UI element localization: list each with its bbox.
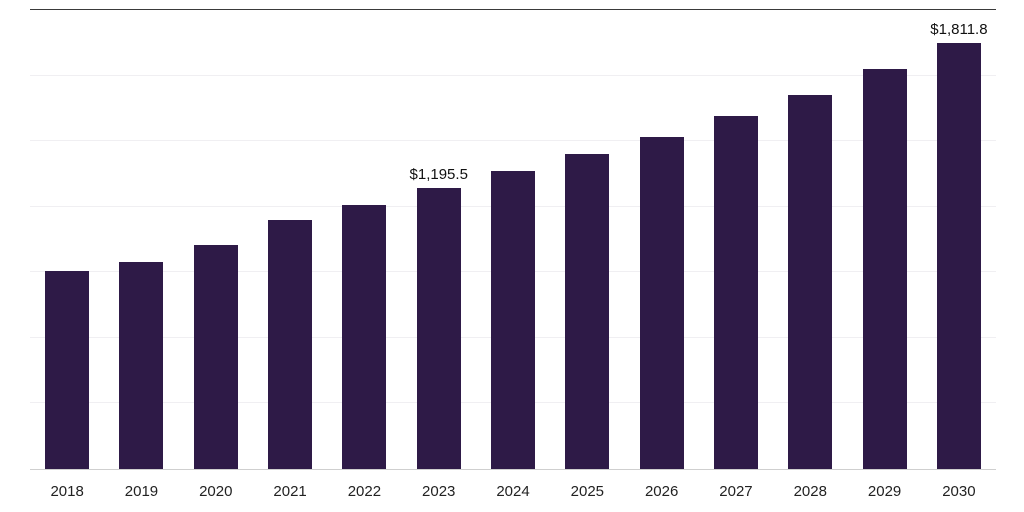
bar-slot [773, 10, 847, 469]
bar-2022 [342, 205, 387, 469]
bar-slot [476, 10, 550, 469]
bar-slot [253, 10, 327, 469]
x-tick-label-2019: 2019 [124, 483, 159, 500]
x-tick-label-2024: 2024 [496, 483, 530, 500]
bar-2023 [416, 187, 461, 469]
x-tick-label-2021: 2021 [273, 483, 307, 500]
x-tick-label-2026: 2026 [644, 483, 679, 500]
bar-2018 [45, 271, 90, 469]
x-tick-label-2023: 2023 [422, 483, 456, 500]
bar-slot: $1,195.5 [402, 10, 476, 469]
bar-2030 [936, 42, 981, 469]
gridline [30, 74, 996, 76]
x-tick-label-2027: 2027 [719, 483, 753, 500]
x-tick-label-2028: 2028 [793, 483, 827, 500]
bar-slot: $1,811.8 [922, 10, 996, 469]
bar-2027 [713, 115, 758, 469]
x-tick-label-2022: 2022 [347, 483, 382, 500]
bar-2025 [565, 153, 610, 469]
plot-area: $1,195.5 $1,811.8 [30, 9, 996, 470]
bar-slot [104, 10, 178, 469]
bar-slot [550, 10, 624, 469]
bar-slot [625, 10, 699, 469]
gridline [30, 140, 996, 142]
bar-slot [327, 10, 401, 469]
bar-value-label-2023: $1,195.5 [409, 165, 468, 183]
bars-layer: $1,195.5 $1,811.8 [30, 10, 996, 469]
bar-slot [847, 10, 921, 469]
bar-2029 [862, 68, 907, 469]
x-tick-label-2029: 2029 [867, 483, 902, 500]
bar-2021 [268, 219, 313, 469]
bar-2024 [491, 171, 536, 469]
x-axis: 2018 2019 2020 2021 2022 2023 2024 2025 2026 2027… [30, 470, 996, 512]
bar-slot [699, 10, 773, 469]
x-tick-label-2025: 2025 [570, 483, 605, 500]
bar-2028 [788, 94, 833, 469]
bar-2026 [639, 137, 684, 469]
x-tick-label-2018: 2018 [50, 483, 84, 500]
bar-2019 [119, 262, 164, 469]
bar-2020 [193, 245, 238, 469]
bar-slot [30, 10, 104, 469]
x-tick-label-2030: 2030 [942, 483, 976, 500]
bar-slot [179, 10, 253, 469]
x-tick-label-2020: 2020 [199, 483, 233, 500]
bar-value-label-2030: $1,811.8 [930, 20, 988, 38]
